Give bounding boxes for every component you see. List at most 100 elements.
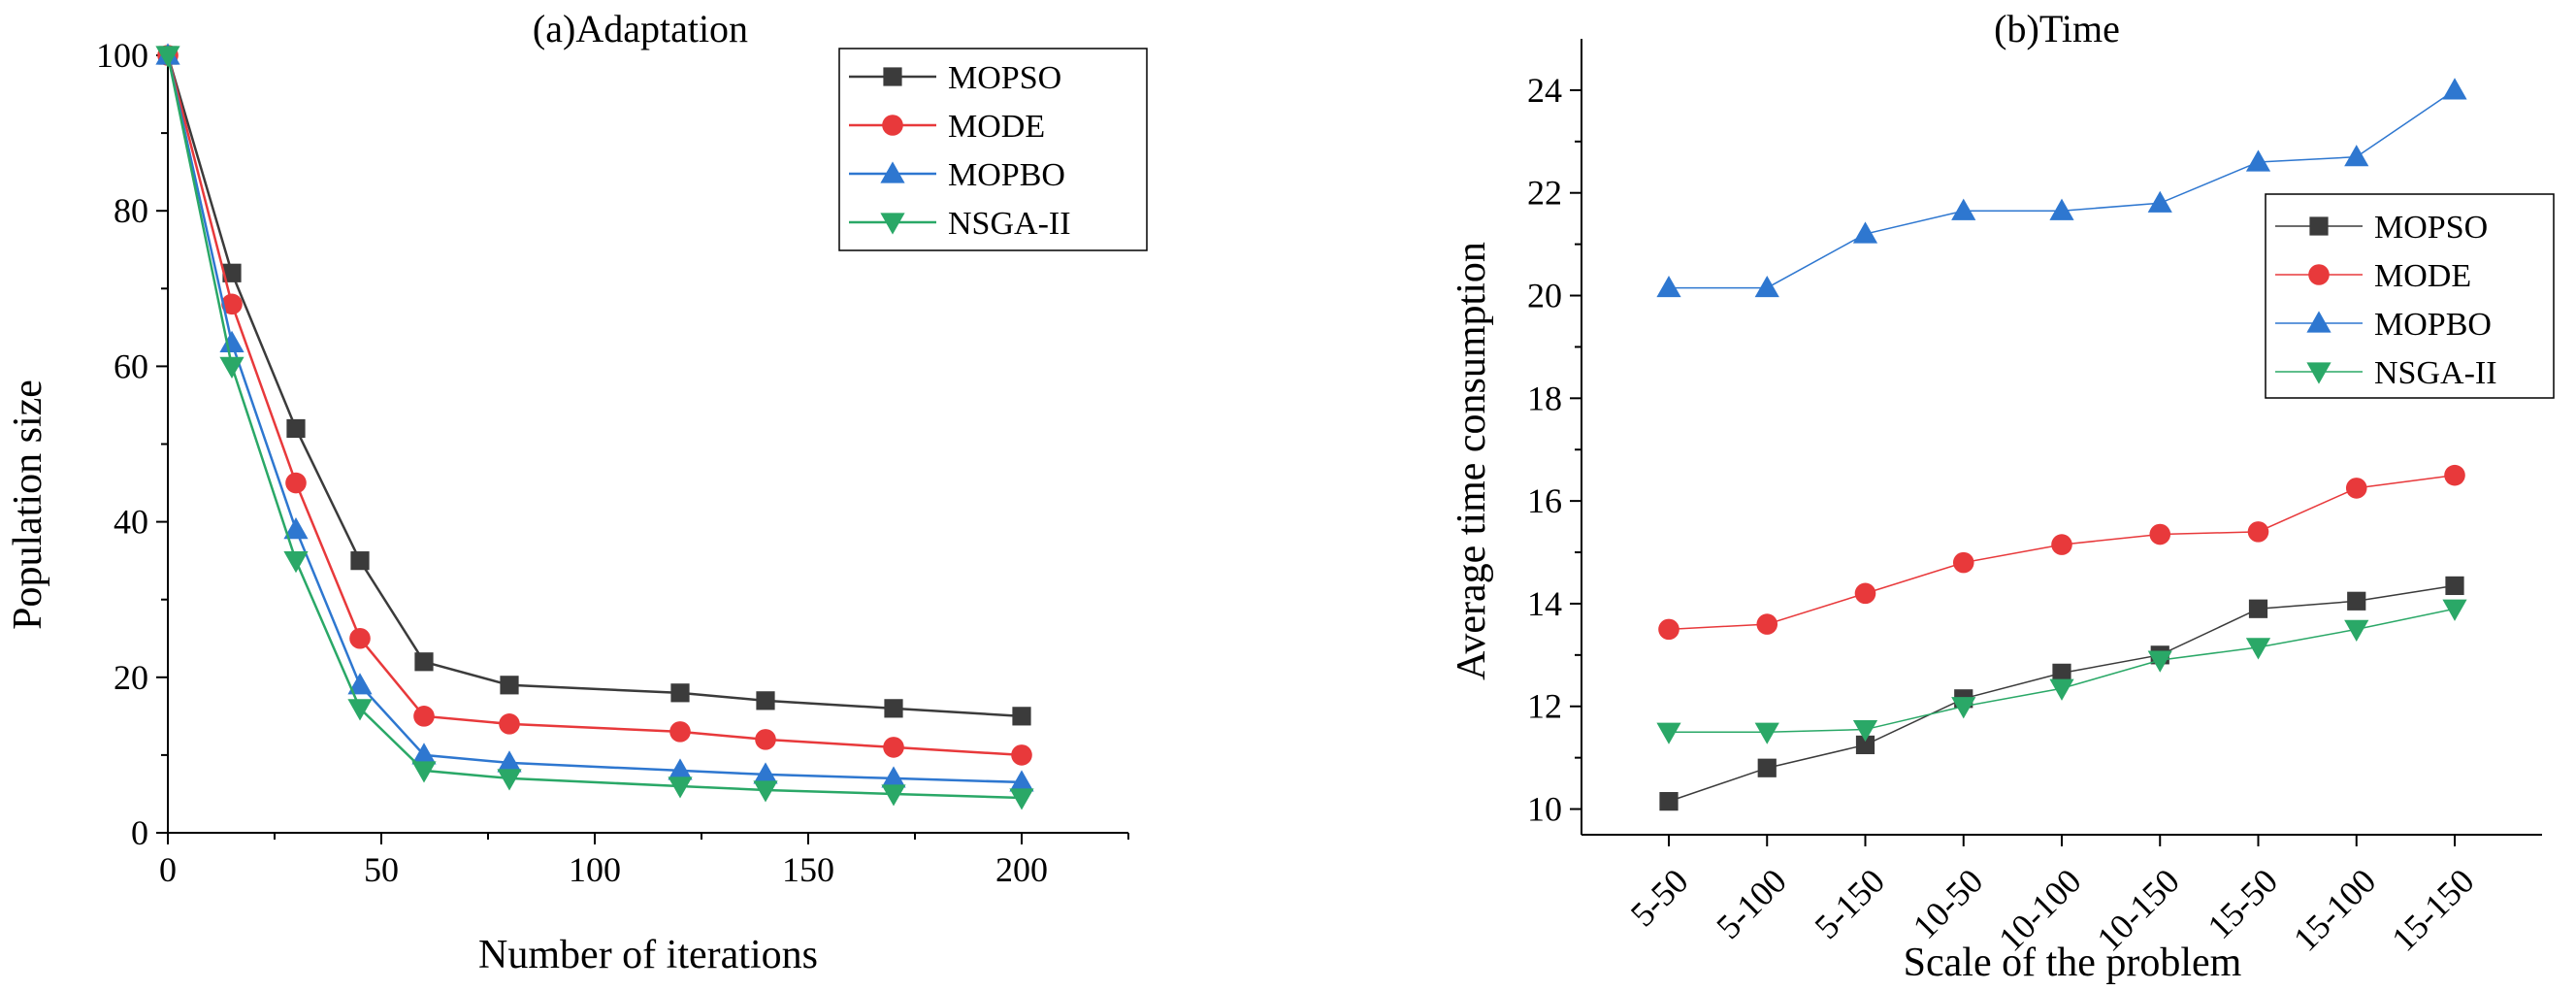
adaptation-data-point-nsga-ii <box>155 46 180 68</box>
time-data-point-nsga-ii <box>2147 650 2172 673</box>
time-data-point-mopbo <box>1951 198 1976 220</box>
adaptation-data-point-mode <box>413 706 435 727</box>
adaptation-data-point-mopso <box>1012 707 1031 726</box>
adaptation-series-line-mopso <box>166 54 1023 718</box>
time-data-point-mopbo <box>2245 149 2271 172</box>
adaptation-data-point-mopbo <box>283 517 309 540</box>
adaptation-data-point-mopso <box>222 263 242 282</box>
adaptation-data-point-mopbo <box>1009 770 1034 792</box>
time-data-point-mode <box>2345 478 2367 499</box>
time-data-point-mopbo <box>1656 275 1681 298</box>
time-legend-marker-mopbo <box>2306 311 2331 333</box>
time-data-point-mode <box>2247 521 2269 543</box>
time-data-point-mopso <box>2347 591 2366 611</box>
time-legend-label-mopbo: MOPBO <box>2374 307 2492 343</box>
time-series-mode <box>1658 464 2465 641</box>
adaptation-data-point-mopso <box>756 691 775 710</box>
time-data-point-mopbo <box>2442 78 2467 100</box>
adaptation-data-point-nsga-ii <box>347 699 373 721</box>
adaptation-x-tick-label: 200 <box>995 850 1048 889</box>
time-data-point-mode <box>1952 551 1974 574</box>
adaptation-data-point-mopso <box>350 551 370 571</box>
adaptation-y-tick-label: 20 <box>114 658 148 697</box>
time-data-point-mopso <box>2445 576 2464 596</box>
adaptation-data-point-mopso <box>500 676 519 695</box>
adaptation-data-point-mode <box>669 721 691 743</box>
adaptation-data-point-nsga-ii <box>497 769 522 791</box>
time-data-point-nsga-ii <box>1951 697 1976 719</box>
time-data-point-nsga-ii <box>1852 719 1878 743</box>
adaptation-y-tick-label: 40 <box>114 503 148 542</box>
adaptation-y-tick-label: 60 <box>114 347 148 385</box>
time-data-point-nsga-ii <box>2245 638 2271 660</box>
time-data-point-mode <box>2149 523 2171 545</box>
adaptation-data-point-nsga-ii <box>283 551 309 574</box>
time-data-point-mode <box>1854 582 1876 605</box>
adaptation-series-mode <box>157 45 1032 766</box>
chart-time-title: (b)Time <box>1994 7 2120 50</box>
adaptation-legend-marker-mopso <box>883 67 902 86</box>
adaptation-data-point-nsga-ii <box>219 356 245 379</box>
adaptation-y-tick-label: 80 <box>114 191 148 230</box>
time-x-tick-label: 5-150 <box>1807 861 1892 946</box>
adaptation-data-point-mode <box>1011 744 1032 766</box>
adaptation-y-tick-label: 0 <box>131 813 148 852</box>
time-x-tick-label: 15-150 <box>2384 861 2481 958</box>
adaptation-data-point-mopso <box>414 652 434 672</box>
time-series-nsga-ii <box>1656 599 2467 744</box>
chart-adaptation: (a)Adaptation Number of iterations Popul… <box>6 7 1148 977</box>
chart-time-x-axis-label: Scale of the problem <box>1904 941 2242 985</box>
time-x-tick-label: 10-50 <box>1906 861 1991 946</box>
time-series-mopbo <box>1656 78 2467 298</box>
time-y-tick-label: 24 <box>1527 71 1562 110</box>
time-y-tick-label: 14 <box>1527 584 1562 623</box>
time-data-point-mopso <box>2052 663 2071 682</box>
adaptation-data-point-nsga-ii <box>1009 788 1034 810</box>
adaptation-legend-label-mopbo: MOPBO <box>948 157 1065 193</box>
adaptation-data-point-mopbo <box>347 673 373 695</box>
adaptation-series-nsga-ii <box>155 46 1034 810</box>
adaptation-legend-label-mopso: MOPSO <box>948 60 1061 96</box>
chart-adaptation-title: (a)Adaptation <box>533 7 748 50</box>
adaptation-legend-marker-mode <box>882 115 903 136</box>
time-data-point-mopso <box>1855 735 1875 755</box>
time-legend-label-nsga-ii: NSGA-II <box>2374 355 2497 391</box>
time-x-tick-label: 15-100 <box>2286 861 2383 958</box>
adaptation-data-point-nsga-ii <box>753 780 778 803</box>
time-legend-marker-nsga-ii <box>2306 362 2331 384</box>
time-legend-label-mode: MODE <box>2374 258 2471 294</box>
adaptation-legend-label-mode: MODE <box>948 109 1045 145</box>
time-y-tick-label: 10 <box>1527 790 1562 829</box>
adaptation-data-point-mode <box>285 472 307 494</box>
time-y-tick-label: 16 <box>1527 481 1562 520</box>
time-data-point-nsga-ii <box>2442 599 2467 621</box>
time-y-tick-label: 12 <box>1527 687 1562 726</box>
time-y-tick-label: 22 <box>1527 174 1562 213</box>
time-data-point-nsga-ii <box>2344 619 2369 642</box>
time-data-point-mode <box>1658 618 1679 641</box>
adaptation-series-line-mopbo <box>166 54 1023 784</box>
time-x-tick-label: 5-50 <box>1623 861 1696 934</box>
time-legend-label-mopso: MOPSO <box>2374 210 2488 246</box>
time-y-tick-label: 18 <box>1527 379 1562 417</box>
adaptation-series-line-nsga-ii <box>166 54 1023 800</box>
time-data-point-nsga-ii <box>1656 722 1681 744</box>
adaptation-data-point-mode <box>499 713 520 735</box>
time-data-point-mopso <box>1659 792 1679 811</box>
time-data-point-mopso <box>2248 599 2268 618</box>
time-data-point-mopso <box>1757 758 1777 777</box>
adaptation-x-tick-label: 150 <box>782 850 834 889</box>
time-x-tick-label: 5-100 <box>1709 861 1794 946</box>
adaptation-y-tick-label: 100 <box>96 36 148 75</box>
adaptation-data-point-mopso <box>884 699 903 718</box>
adaptation-legend-label-nsga-ii: NSGA-II <box>948 206 1071 242</box>
adaptation-series-line-mode <box>166 54 1023 757</box>
time-data-point-mode <box>1756 613 1778 635</box>
time-data-point-mopbo <box>2147 190 2172 213</box>
adaptation-legend-marker-mopbo <box>880 161 905 183</box>
chart-adaptation-x-axis-label: Number of iterations <box>478 933 818 977</box>
adaptation-data-point-nsga-ii <box>668 776 693 799</box>
adaptation-x-tick-label: 50 <box>364 850 399 889</box>
adaptation-data-point-mopbo <box>497 750 522 773</box>
time-series-mopso <box>1659 576 2464 811</box>
